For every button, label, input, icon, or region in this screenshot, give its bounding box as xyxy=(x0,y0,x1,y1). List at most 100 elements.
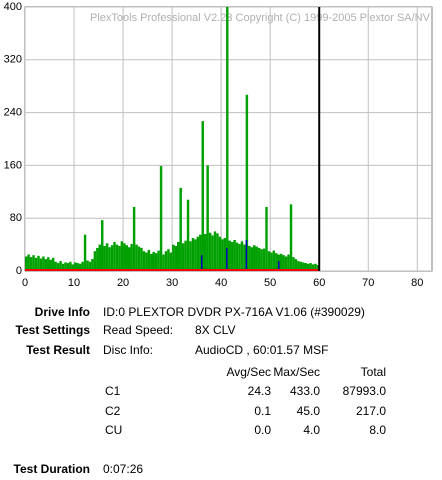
value: 8X CLV xyxy=(195,323,236,337)
bar xyxy=(140,247,143,271)
bar xyxy=(297,261,300,271)
label: Test Result xyxy=(26,343,90,357)
bar xyxy=(243,244,246,271)
bar xyxy=(314,263,317,271)
bar xyxy=(93,251,97,271)
bar xyxy=(194,239,197,271)
bar xyxy=(289,204,293,271)
key: Read Speed: xyxy=(103,323,174,337)
bar xyxy=(127,247,131,271)
bar xyxy=(64,262,67,271)
bar xyxy=(311,264,315,271)
y-tick-label: 0 xyxy=(16,265,22,277)
bar xyxy=(226,247,228,271)
bar xyxy=(174,245,178,271)
bar xyxy=(83,234,87,271)
bar xyxy=(66,263,70,271)
bar xyxy=(76,263,79,271)
bar xyxy=(292,257,295,271)
value: AudioCD , 60:01.57 MSF xyxy=(195,343,329,357)
bar xyxy=(135,244,138,271)
bar xyxy=(213,231,217,271)
column-header: Total xyxy=(360,365,386,379)
y-tick-label: 80 xyxy=(10,212,22,224)
bar xyxy=(125,245,128,271)
value: 0:07:26 xyxy=(103,462,144,476)
bar xyxy=(218,236,222,271)
bar xyxy=(245,239,248,271)
cell: 433.0 xyxy=(289,384,320,398)
y-tick-label: 400 xyxy=(4,1,22,13)
cell: 217.0 xyxy=(355,403,386,418)
bar xyxy=(59,261,62,271)
bar xyxy=(51,257,55,271)
bar xyxy=(115,244,119,271)
x-tick-label: 40 xyxy=(215,277,227,289)
bar xyxy=(250,247,254,271)
bar xyxy=(181,243,185,271)
bar xyxy=(235,242,239,271)
bar xyxy=(208,232,212,271)
bar xyxy=(132,206,136,271)
label: Test Settings xyxy=(15,323,90,337)
chart: PlexTools Professional V2.23 Copyright (… xyxy=(4,1,433,289)
bar xyxy=(253,245,256,271)
x-tick-label: 0 xyxy=(22,277,28,289)
cell: 87993.0 xyxy=(342,384,386,398)
cell: 8.0 xyxy=(369,423,386,437)
bar xyxy=(88,261,92,271)
bar xyxy=(54,261,57,271)
bar xyxy=(37,255,40,271)
bar xyxy=(228,240,231,271)
cell: 0.0 xyxy=(254,423,271,437)
bar xyxy=(267,251,271,271)
bar xyxy=(287,254,290,271)
bar xyxy=(162,254,165,271)
bar xyxy=(304,263,307,271)
bar xyxy=(56,263,60,271)
bar xyxy=(69,261,72,271)
cell: 4.0 xyxy=(303,423,320,437)
bar xyxy=(118,245,121,271)
bar xyxy=(245,94,249,271)
bar xyxy=(167,249,170,271)
bar xyxy=(47,257,50,271)
bar xyxy=(147,249,151,271)
bar xyxy=(27,254,30,271)
bar xyxy=(316,265,320,271)
row-label: C2 xyxy=(105,403,121,418)
bar xyxy=(199,234,202,271)
bar xyxy=(110,245,114,271)
y-tick-label: 160 xyxy=(4,159,22,171)
cell: 24.3 xyxy=(247,384,271,398)
x-tick-label: 60 xyxy=(313,277,325,289)
bar xyxy=(196,236,200,271)
bar xyxy=(257,247,261,271)
bar xyxy=(96,247,99,271)
bar xyxy=(157,250,160,271)
bar xyxy=(145,252,148,271)
bar xyxy=(44,259,48,271)
bar xyxy=(201,255,203,271)
bar xyxy=(270,252,273,271)
x-tick-label: 30 xyxy=(166,277,178,289)
bar xyxy=(81,261,84,271)
bar xyxy=(98,244,102,271)
bar xyxy=(29,257,33,271)
bar xyxy=(137,246,141,271)
cell: 45.0 xyxy=(296,403,320,418)
bar xyxy=(78,263,82,271)
x-tick-label: 50 xyxy=(264,277,276,289)
bar xyxy=(272,250,276,271)
bar xyxy=(91,259,94,271)
y-tick-label: 240 xyxy=(4,107,22,119)
bar xyxy=(34,257,38,271)
bar xyxy=(255,246,258,271)
key: Disc Info: xyxy=(103,343,154,357)
bar xyxy=(49,259,52,271)
bar xyxy=(275,253,278,271)
x-tick-label: 10 xyxy=(68,277,80,289)
bar xyxy=(74,262,77,271)
bar xyxy=(306,263,310,271)
bar xyxy=(211,235,214,271)
